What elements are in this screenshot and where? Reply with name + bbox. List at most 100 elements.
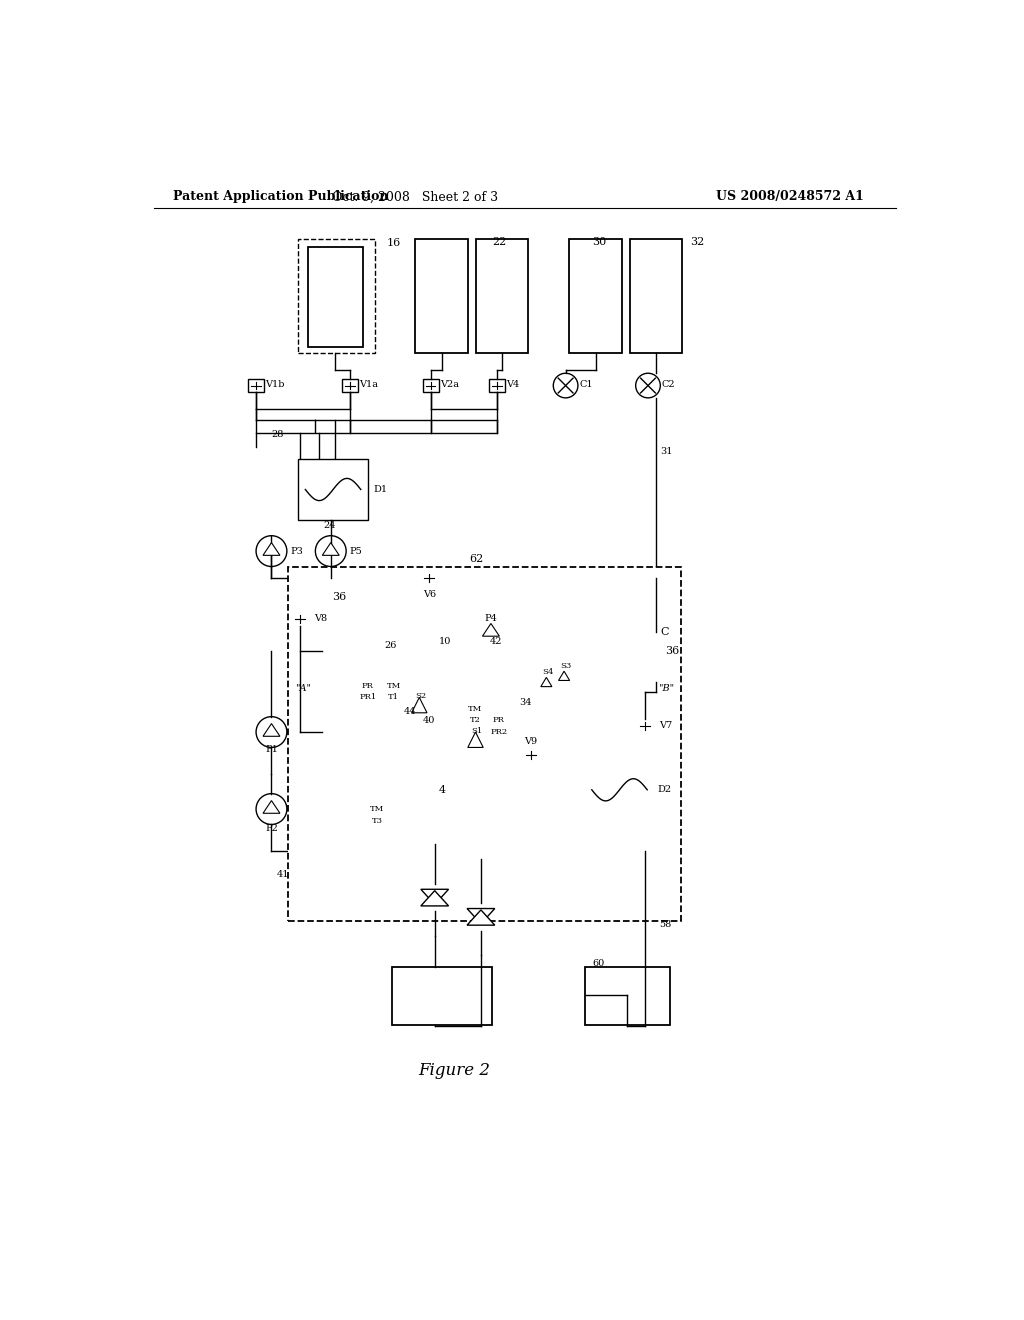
Polygon shape [412,697,427,713]
Bar [488,714,509,727]
Text: 4: 4 [438,785,445,795]
Text: 36: 36 [333,593,346,602]
Text: T3: T3 [372,817,382,825]
Text: V6: V6 [423,590,436,599]
Circle shape [636,374,660,397]
Bar [414,789,525,843]
Text: 31: 31 [660,446,673,455]
Polygon shape [421,890,449,904]
Text: TM: TM [370,805,384,813]
Text: 26: 26 [385,640,397,649]
Bar [523,748,539,762]
Bar [339,640,646,733]
Text: 62: 62 [469,554,483,564]
Text: Patent Application Publication: Patent Application Publication [173,190,388,203]
Text: 34: 34 [519,698,531,708]
Text: D1: D1 [373,484,387,494]
Polygon shape [467,909,495,925]
Bar [322,582,655,743]
Text: 36: 36 [665,647,679,656]
Bar [569,239,622,354]
Text: P1: P1 [265,746,278,754]
Text: 32: 32 [690,236,705,247]
Text: 28: 28 [271,429,284,438]
Text: V1b: V1b [265,380,285,388]
Text: PR: PR [361,682,374,690]
Bar [585,759,654,821]
Text: S1: S1 [472,726,483,734]
Text: Figure 2: Figure 2 [418,1063,489,1080]
Polygon shape [323,543,339,556]
Bar [307,247,364,347]
Bar [298,239,376,354]
Bar [423,379,438,392]
Bar [367,803,388,816]
Bar [585,966,670,1024]
Text: T2: T2 [470,717,481,725]
Text: PR1: PR1 [359,693,377,701]
Circle shape [315,536,346,566]
Circle shape [515,682,531,697]
Text: TM: TM [468,705,482,713]
Bar [421,572,438,585]
Text: V7: V7 [658,722,672,730]
Text: 58: 58 [658,920,671,929]
Text: T1: T1 [388,693,399,701]
Text: 22: 22 [493,236,507,247]
Text: V4: V4 [506,380,519,388]
Text: S2: S2 [416,692,427,700]
Text: D2: D2 [657,785,672,795]
Text: 42: 42 [490,638,503,647]
Circle shape [256,717,287,747]
Text: V8: V8 [313,614,327,623]
Bar [416,239,468,354]
Text: US 2008/0248572 A1: US 2008/0248572 A1 [716,190,863,203]
Polygon shape [558,671,569,681]
Text: 44: 44 [403,706,417,715]
Text: P4: P4 [484,614,498,623]
Bar [384,678,403,693]
Polygon shape [263,800,280,813]
Bar [475,239,528,354]
Circle shape [475,616,506,647]
Text: P5: P5 [349,546,362,556]
Text: 24: 24 [323,521,336,531]
Bar [466,702,485,715]
Text: 60: 60 [593,958,605,968]
Bar [289,566,681,921]
Bar [342,379,357,392]
Text: S3: S3 [560,661,571,669]
Text: "A": "A" [295,684,311,693]
Text: 16: 16 [386,238,400,248]
Text: P3: P3 [290,546,303,556]
Bar [249,379,264,392]
Text: 10: 10 [438,638,451,647]
Text: 30: 30 [593,236,607,247]
Bar [637,719,652,733]
Text: V2a: V2a [440,380,459,388]
Circle shape [256,793,287,825]
Bar [357,678,378,693]
Text: 40: 40 [423,715,435,725]
Bar [630,239,682,354]
Text: TM: TM [387,682,401,690]
Text: PR: PR [493,717,505,725]
Text: C1: C1 [580,380,593,388]
Circle shape [256,536,287,566]
Text: S4: S4 [543,668,554,676]
Bar [298,459,368,520]
Polygon shape [263,543,280,556]
Text: C2: C2 [662,380,676,388]
Polygon shape [421,891,449,906]
Text: Oct. 9, 2008   Sheet 2 of 3: Oct. 9, 2008 Sheet 2 of 3 [333,190,499,203]
Bar [292,612,308,626]
Polygon shape [467,908,495,924]
Polygon shape [263,723,280,737]
Polygon shape [468,733,483,747]
Bar [392,966,493,1024]
Text: V9: V9 [524,737,538,746]
Circle shape [553,374,578,397]
Text: 41: 41 [276,870,290,879]
Text: "B": "B" [658,684,674,693]
Text: P2: P2 [265,824,278,833]
